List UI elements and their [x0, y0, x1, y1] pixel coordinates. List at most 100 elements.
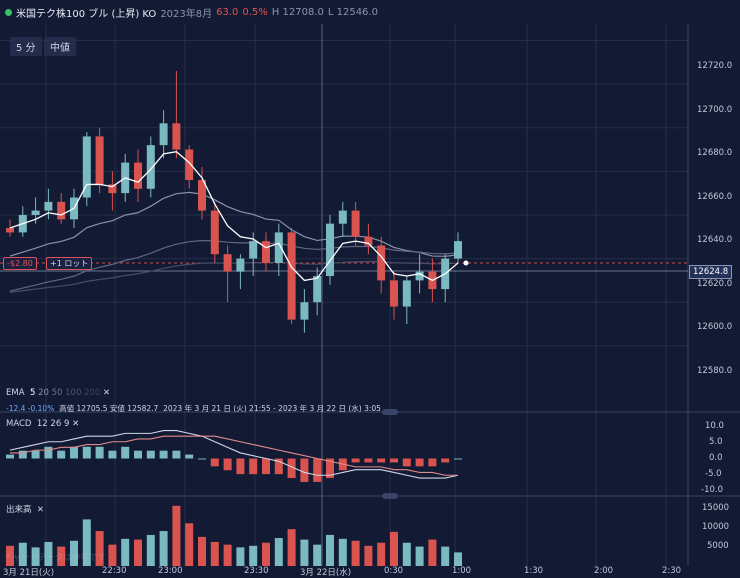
candle — [313, 276, 322, 303]
volume-bar — [274, 538, 283, 566]
candle — [377, 245, 386, 281]
volume-bar — [287, 529, 296, 566]
macd-histogram-bar — [428, 458, 437, 467]
ema-legend[interactable]: EMA 5 20 50 100 200 ✕ — [6, 388, 110, 398]
volume-bar — [441, 546, 450, 566]
volume-bar — [377, 542, 386, 566]
signal-line — [10, 435, 458, 476]
macd-histogram-bar — [210, 458, 219, 467]
volume-bar — [262, 542, 270, 566]
volume-bar — [415, 546, 424, 566]
last-price-dot — [463, 260, 469, 266]
ema5-line — [9, 151, 459, 282]
price-change: 63.0 — [216, 6, 239, 18]
volume-bar — [172, 505, 181, 566]
ema-period: 50 — [51, 388, 63, 398]
candle — [44, 201, 53, 211]
volume-bar — [134, 539, 142, 566]
ema-period: 20 — [38, 388, 49, 398]
header-date: 2023年8月 — [160, 8, 213, 20]
position-pnl[interactable]: -$2.80 — [3, 257, 37, 270]
macd-tick: 0.0 — [709, 453, 723, 463]
macd-legend[interactable]: MACD 12 26 9 ✕ — [6, 419, 79, 429]
volume-tick: 10000 — [702, 522, 730, 532]
macd-histogram-bar — [415, 458, 424, 467]
ema-period: 5 — [29, 388, 36, 398]
interval-button[interactable]: 5 分 — [10, 37, 42, 56]
macd-histogram-bar — [223, 458, 232, 471]
macd-histogram-bar — [249, 458, 258, 475]
macd-histogram-bar — [274, 458, 283, 475]
volume-bar — [185, 523, 194, 566]
price-tick: 12700.0 — [697, 105, 733, 115]
volume-bar — [108, 544, 117, 566]
macd-histogram-bar — [364, 458, 373, 463]
volume-bar — [351, 540, 360, 566]
macd-histogram-bar — [198, 458, 206, 460]
info-chg: -12.4 — [6, 404, 26, 413]
volume-bar — [236, 547, 245, 566]
price-change-pct: 0.5% — [242, 6, 268, 18]
close-icon[interactable]: ✕ — [103, 388, 111, 398]
macd-tick: 5.0 — [709, 437, 723, 447]
instrument-title[interactable]: 米国テク株100 ブル (上昇) KO — [16, 8, 157, 20]
macd-histogram-bar — [44, 446, 53, 459]
candle — [210, 210, 219, 255]
volume-legend[interactable]: 出来高 ✕ — [6, 503, 44, 515]
volume-tick: 5000 — [707, 541, 729, 551]
volume-tick: 15000 — [702, 503, 730, 513]
macd-tick: -10.0 — [701, 485, 723, 495]
volume-bar — [364, 545, 373, 566]
macd-tick: -5.0 — [705, 469, 722, 479]
panel-resize-handle — [382, 409, 398, 415]
close-icon[interactable]: ✕ — [72, 419, 80, 429]
volume-bar — [300, 539, 309, 566]
ema-label: EMA — [6, 388, 25, 398]
price-tick: 12660.0 — [697, 192, 733, 202]
macd-histogram-bar — [6, 454, 14, 459]
candle — [402, 280, 411, 307]
candle — [287, 232, 296, 320]
macd-histogram-bar — [108, 450, 117, 459]
macd-histogram-bar — [172, 450, 181, 459]
time-tick: 1:00 — [452, 566, 472, 576]
price-tick: 12580.0 — [697, 366, 733, 376]
price-tick: 12680.0 — [697, 148, 733, 158]
macd-histogram-bar — [185, 454, 194, 459]
macd-histogram-bar — [326, 458, 334, 479]
volume-bar — [428, 539, 437, 566]
macd-histogram-bar — [454, 458, 462, 460]
session-low: L 12546.0 — [327, 6, 378, 18]
candle — [6, 228, 14, 233]
time-tick: 22:30 — [102, 566, 127, 576]
macd-histogram-bar — [95, 446, 104, 459]
position-lots[interactable]: +1 ロット — [46, 257, 93, 270]
info-range: 2023 年 3 月 21 日 (火) 21:55 - 2023 年 3 月 2… — [163, 404, 381, 413]
price-tick: 12600.0 — [697, 322, 733, 332]
volume-bar — [223, 544, 232, 566]
volume-bar — [454, 552, 462, 566]
ema-line — [9, 191, 459, 257]
candle — [454, 241, 462, 259]
candle — [82, 136, 91, 198]
candle — [95, 136, 104, 185]
candle — [31, 210, 40, 215]
panel-resize-handle — [382, 493, 398, 499]
macd-histogram-bar — [236, 458, 245, 475]
price-type-button[interactable]: 中値 — [44, 37, 76, 56]
info-chg-pct: -0.10% — [27, 404, 55, 413]
watermark: チャートデータは参考です — [4, 553, 106, 563]
macd-histogram-bar — [159, 450, 168, 459]
macd-histogram-bar — [31, 450, 40, 459]
price-tick: 12620.0 — [697, 279, 733, 289]
volume-bar — [6, 545, 14, 566]
time-tick: 0:30 — [384, 566, 404, 576]
volume-bar — [159, 531, 168, 566]
macd-histogram-bar — [262, 458, 270, 475]
info-high: 高値 12705.5 — [59, 404, 108, 413]
macd-histogram-bar — [377, 458, 386, 463]
macd-histogram-bar — [121, 446, 130, 459]
candle — [134, 162, 142, 189]
close-icon[interactable]: ✕ — [36, 505, 45, 515]
